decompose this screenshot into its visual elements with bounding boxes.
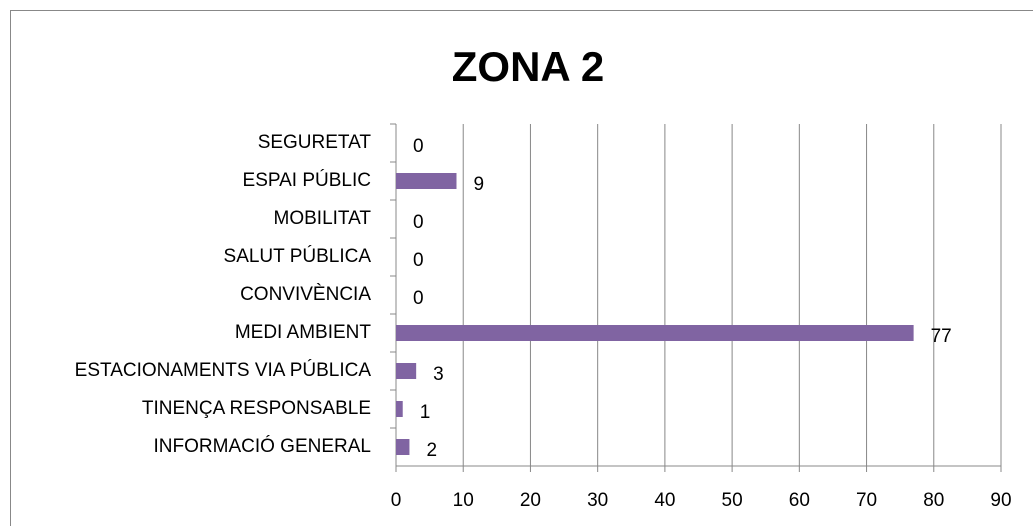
- data-label: 1: [420, 402, 431, 423]
- data-label: 0: [413, 288, 424, 309]
- x-tick-label: 60: [789, 490, 810, 511]
- bar: [396, 401, 403, 417]
- chart-title: ZONA 2: [452, 43, 604, 90]
- y-tick-label: SEGURETAT: [258, 132, 372, 153]
- data-label: 77: [931, 326, 952, 347]
- x-tick-label: 70: [856, 490, 877, 511]
- x-tick-label: 0: [391, 490, 402, 511]
- y-tick-label: INFORMACIÓ GENERAL: [154, 435, 371, 457]
- bar: [396, 363, 417, 379]
- data-label: 0: [413, 250, 424, 271]
- bar: [396, 439, 410, 455]
- x-tick-label: 80: [923, 490, 944, 511]
- y-tick-label: ESTACIONAMENTS VIA PÚBLICA: [75, 359, 372, 381]
- x-tick-label: 30: [587, 490, 608, 511]
- y-tick-label: CONVIVÈNCIA: [240, 284, 371, 305]
- data-label: 0: [413, 136, 424, 157]
- y-tick-label: ESPAI PÚBLIC: [243, 169, 371, 191]
- bar: [396, 325, 914, 341]
- data-label: 9: [474, 174, 485, 195]
- x-tick-label: 10: [453, 490, 474, 511]
- x-tick-label: 50: [722, 490, 743, 511]
- data-label: 3: [433, 364, 444, 385]
- x-tick-label: 90: [990, 490, 1011, 511]
- data-label: 2: [426, 440, 437, 461]
- data-label: 0: [413, 212, 424, 233]
- bar: [396, 173, 457, 189]
- y-tick-label: MEDI AMBIENT: [235, 322, 372, 343]
- y-tick-label: SALUT PÚBLICA: [224, 245, 372, 267]
- y-tick-label: TINENÇA RESPONSABLE: [142, 398, 371, 419]
- x-tick-label: 40: [654, 490, 675, 511]
- x-tick-label: 20: [520, 490, 541, 511]
- y-tick-label: MOBILITAT: [274, 208, 372, 229]
- chart-border: [10, 10, 1033, 526]
